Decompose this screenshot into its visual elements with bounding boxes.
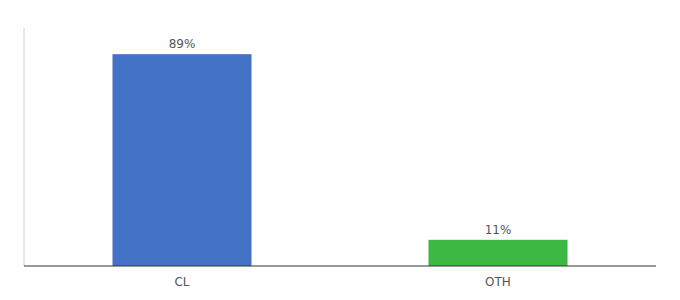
x-tick-label: OTH xyxy=(485,275,511,289)
chart-container: 89% 11% CL OTH xyxy=(0,0,680,300)
bar xyxy=(428,240,567,266)
x-tick-label: CL xyxy=(174,275,189,289)
bars xyxy=(112,54,567,266)
data-label: 89% xyxy=(169,37,196,51)
y-axis-line xyxy=(24,28,25,266)
chart-svg: 89% 11% CL OTH xyxy=(0,0,680,300)
bar xyxy=(112,54,251,266)
data-label: 11% xyxy=(485,223,512,237)
x-axis-line xyxy=(24,266,656,267)
